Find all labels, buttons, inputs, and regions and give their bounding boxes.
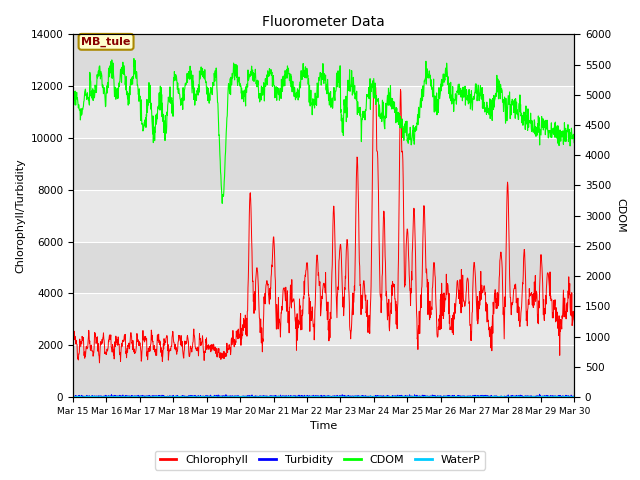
Y-axis label: CDOM: CDOM — [615, 198, 625, 233]
X-axis label: Time: Time — [310, 421, 337, 432]
Text: MB_tule: MB_tule — [81, 36, 131, 47]
Bar — [73, 345, 575, 397]
Y-axis label: Chlorophyll/Turbidity: Chlorophyll/Turbidity — [15, 158, 25, 273]
Bar — [73, 138, 575, 190]
Legend: Chlorophyll, Turbidity, CDOM, WaterP: Chlorophyll, Turbidity, CDOM, WaterP — [155, 451, 485, 469]
Title: Fluorometer Data: Fluorometer Data — [262, 15, 385, 29]
Bar — [73, 35, 575, 86]
Bar — [73, 241, 575, 293]
